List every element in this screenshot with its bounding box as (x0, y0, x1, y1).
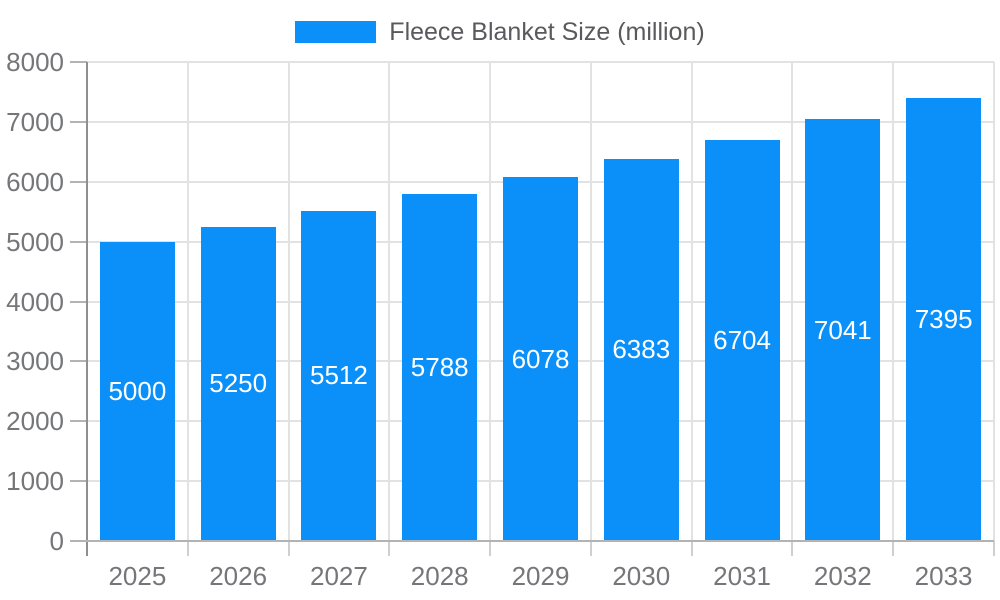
x-tick-label: 2032 (813, 561, 872, 591)
x-tick-mark (589, 541, 592, 556)
x-tick-mark (892, 541, 895, 556)
x-axis-line (70, 540, 994, 542)
x-tick-mark (287, 541, 290, 556)
bar-value-label: 5788 (410, 352, 469, 383)
y-tick-label: 7000 (6, 106, 64, 137)
bar[interactable]: 7395 (906, 98, 982, 541)
gridline-vertical (791, 62, 794, 541)
x-tick-label: 2030 (612, 561, 671, 591)
y-axis-line (86, 62, 88, 556)
y-tick-mark (70, 180, 87, 183)
y-tick-label: 4000 (6, 286, 64, 317)
bar[interactable]: 5512 (301, 210, 377, 541)
x-tick-label: 2026 (209, 561, 268, 591)
gridline-vertical (489, 62, 492, 541)
gridline-horizontal (87, 61, 994, 63)
gridline-vertical (287, 62, 290, 541)
bar[interactable]: 5000 (99, 241, 175, 541)
y-tick-mark (70, 240, 87, 243)
bar[interactable]: 5788 (402, 194, 478, 541)
bar[interactable]: 7041 (805, 119, 881, 541)
y-tick-mark (70, 300, 87, 303)
y-tick-mark (70, 420, 87, 423)
x-tick-label: 2025 (108, 561, 167, 591)
y-tick-mark (70, 360, 87, 363)
bar[interactable]: 6078 (503, 177, 578, 541)
y-tick-mark (70, 480, 87, 483)
y-tick-label: 6000 (6, 166, 64, 197)
bar-value-label: 5000 (108, 375, 167, 406)
gridline-vertical (186, 62, 189, 541)
x-tick-label: 2033 (914, 561, 973, 591)
gridline-horizontal (87, 120, 994, 123)
bar-layer: 5000 5250 5512 5788 6078 6383 6704 7041 7395 (87, 62, 994, 541)
y-tick-label: 3000 (6, 346, 64, 377)
x-tick-label: 2029 (511, 561, 570, 591)
plot-area: 5000 5250 5512 5788 6078 6383 6704 7041 7395 (87, 61, 995, 541)
bar-value-label: 6704 (713, 324, 771, 355)
gridline-vertical (388, 62, 391, 541)
gridline-vertical (892, 62, 895, 541)
gridline-vertical (993, 62, 995, 541)
x-tick-mark (489, 541, 492, 556)
bar-value-label: 6383 (612, 334, 671, 365)
x-tick-label: 2031 (713, 561, 771, 591)
legend-item[interactable]: Fleece Blanket Size (million) (0, 14, 1000, 50)
bar-value-label: 7395 (914, 304, 973, 335)
x-tick-label: 2028 (410, 561, 469, 591)
x-tick-mark (690, 541, 693, 556)
bar-value-label: 7041 (813, 314, 872, 345)
gridline-vertical (690, 62, 693, 541)
bar[interactable]: 6383 (603, 158, 679, 541)
bar-value-label: 5512 (310, 360, 368, 391)
y-tick-label: 1000 (6, 466, 64, 497)
y-tick-label: 8000 (6, 47, 64, 77)
y-tick-mark (70, 61, 87, 63)
x-tick-mark (993, 541, 995, 556)
gridline-vertical (589, 62, 592, 541)
bar[interactable]: 6704 (704, 139, 780, 541)
y-tick-label: 0 (49, 526, 64, 556)
y-tick-label: 2000 (6, 406, 64, 437)
x-tick-mark (791, 541, 794, 556)
bar-value-label: 5250 (209, 368, 268, 399)
bar-value-label: 6078 (511, 343, 570, 374)
y-tick-mark (70, 120, 87, 123)
legend-swatch (295, 21, 377, 43)
x-tick-mark (388, 541, 391, 556)
bar[interactable]: 5250 (200, 226, 276, 541)
y-tick-label: 5000 (6, 226, 64, 257)
x-tick-label: 2027 (310, 561, 368, 591)
legend-label: Fleece Blanket Size (million) (389, 17, 705, 46)
x-tick-mark (186, 541, 189, 556)
